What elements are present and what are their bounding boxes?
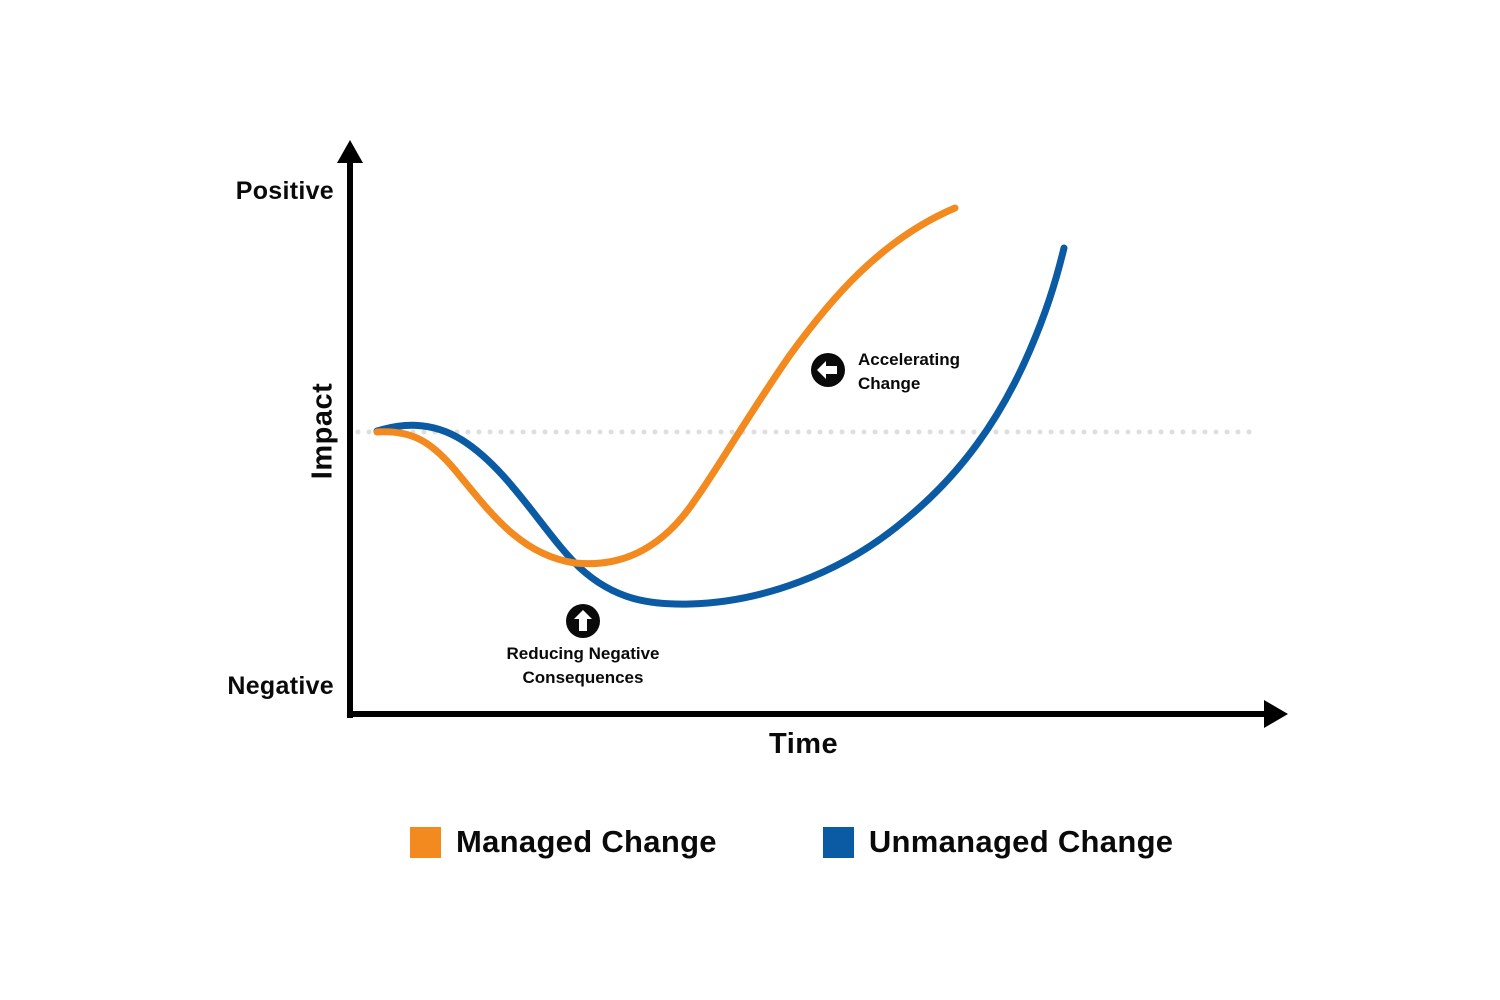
annotation-reducing-line1: Reducing Negative [506, 644, 660, 663]
legend-label-managed: Managed Change [456, 824, 717, 859]
legend-swatch-managed [410, 826, 441, 858]
arrow-left-circle-icon [811, 353, 845, 387]
legend-swatch-unmanaged [822, 826, 854, 858]
series-unmanaged-change-line [373, 244, 1068, 608]
annotation-reducing-negative-consequences: Reducing Negative Consequences [506, 642, 659, 690]
annotation-accelerating-line1: Accelerating [858, 350, 961, 369]
y-axis-top-label: Positive [235, 177, 334, 205]
y-axis-bottom-label: Negative [227, 672, 334, 700]
chart-legend: Managed Change Unmanaged Change [410, 820, 1173, 864]
legend-label-unmanaged: Unmanaged Change [868, 824, 1174, 859]
y-axis-title: Impact [306, 382, 339, 480]
y-axis-arrowhead-icon [337, 140, 363, 163]
annotation-accelerating-line2: Change [858, 374, 921, 393]
series-managed-change-line [373, 204, 959, 568]
x-axis-arrowhead-icon [1264, 700, 1288, 728]
legend-item-unmanaged-change: Unmanaged Change [822, 824, 1174, 860]
arrow-up-circle-icon [566, 604, 600, 638]
legend-item-managed-change: Managed Change [410, 824, 717, 860]
annotation-accelerating-change: Accelerating Change [858, 348, 960, 396]
x-axis-title: Time [769, 728, 839, 760]
annotation-reducing-line2: Consequences [522, 668, 644, 687]
